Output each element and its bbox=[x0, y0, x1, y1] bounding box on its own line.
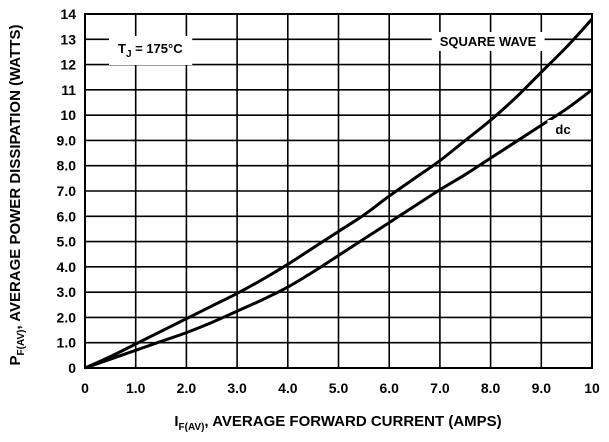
square-wave-label-background bbox=[431, 32, 545, 51]
y-tick-label: 0 bbox=[68, 360, 76, 376]
curves bbox=[84, 18, 594, 370]
y-tick-label: 4.0 bbox=[57, 259, 77, 275]
grid bbox=[84, 13, 593, 369]
junction-temp-annotation: TJ = 175°C bbox=[109, 36, 193, 65]
x-tick-label: 0 bbox=[81, 380, 89, 396]
square-wave-curve bbox=[84, 18, 594, 370]
y-tick-label: 5.0 bbox=[57, 234, 77, 250]
x-tick-label: 9.0 bbox=[532, 380, 552, 396]
dc-label-text: dc bbox=[555, 122, 570, 137]
y-tick-label: 6.0 bbox=[57, 208, 77, 224]
dc-curve bbox=[84, 88, 593, 370]
y-axis-title: PF(AV), AVERAGE POWER DISSIPATION (WATTS… bbox=[7, 25, 27, 366]
x-tick-label: 1.0 bbox=[126, 380, 146, 396]
y-tick-label: 9.0 bbox=[57, 132, 77, 148]
x-tick-label: 3.0 bbox=[227, 380, 247, 396]
y-tick-label: 13 bbox=[60, 31, 76, 47]
junction-temp-background bbox=[109, 36, 193, 65]
y-tick-label: 11 bbox=[61, 82, 76, 98]
y-tick-label: 2.0 bbox=[57, 309, 77, 325]
x-tick-label: 7.0 bbox=[430, 380, 450, 396]
axis-titles: IF(AV), AVERAGE FORWARD CURRENT (AMPS) PF… bbox=[7, 25, 502, 433]
y-tick-label: 3.0 bbox=[57, 284, 77, 300]
junction-temp-text: TJ = 175°C bbox=[118, 41, 183, 60]
x-tick-label: 2.0 bbox=[177, 380, 197, 396]
x-tick-label: 10 bbox=[584, 380, 600, 396]
y-tick-label: 14 bbox=[60, 6, 76, 22]
dc-label: dc bbox=[547, 120, 579, 139]
y-tick-label: 1.0 bbox=[57, 335, 77, 351]
x-axis-title: IF(AV), AVERAGE FORWARD CURRENT (AMPS) bbox=[174, 413, 501, 433]
y-tick-label: 8.0 bbox=[57, 158, 77, 174]
y-tick-label: 7.0 bbox=[57, 183, 77, 199]
square-wave-label-text: SQUARE WAVE bbox=[440, 34, 537, 49]
chart-labels: TJ = 175°C SQUARE WAVE dc bbox=[109, 32, 579, 139]
dc-label-background bbox=[547, 120, 579, 139]
square-wave-label: SQUARE WAVE bbox=[431, 32, 545, 51]
tick-labels: 0 1.0 2.0 3.0 4.0 5.0 6.0 7.0 8.0 9.0 10 0 1.0 2.0 3.0… bbox=[57, 6, 600, 396]
x-tick-label: 8.0 bbox=[481, 380, 501, 396]
x-tick-label: 4.0 bbox=[278, 380, 298, 396]
y-tick-label: 12 bbox=[60, 57, 76, 73]
x-tick-label: 6.0 bbox=[379, 380, 399, 396]
x-tick-label: 5.0 bbox=[329, 380, 349, 396]
plot-frame bbox=[84, 13, 593, 369]
y-tick-label: 10 bbox=[60, 107, 76, 123]
